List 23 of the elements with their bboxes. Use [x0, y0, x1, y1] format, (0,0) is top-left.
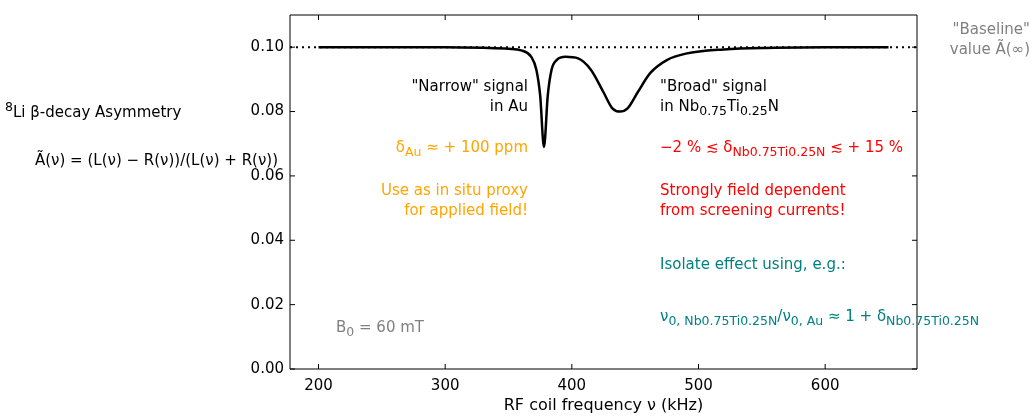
x-tick-label: 500 [684, 375, 713, 394]
y-tick-label: 0.08 [250, 101, 284, 120]
y-tick-label: 0.10 [250, 37, 284, 56]
text: Ã(ν) = (L(ν) − R(ν))/(L(ν) + R(ν)) [35, 150, 278, 169]
x-axis-title: RF coil frequency ν (kHz) [502, 395, 705, 415]
annotation: Use as in situ proxy for applied field! [381, 180, 528, 220]
ref-line-label: "Baseline" value Ã(∞) [948, 19, 1030, 60]
annotation: δ$_{Au}$ ≈ + 100 ppm [395, 137, 528, 161]
annotation: −2 % ≲ δ$_{Nb0.75Ti0.25N}$ ≲ + 15 % [660, 137, 904, 161]
y-tick-label: 0.00 [250, 358, 284, 377]
x-tick-label: 300 [430, 375, 460, 394]
x-tick-label: 600 [810, 375, 840, 394]
annotation: ν$_{0, Nb0.75Ti0.25N}$/ν$_{0, Au}$ ≈ 1 + δ$_{Nb0.75Ti0.25N}$ [660, 306, 980, 330]
y-tick-label: 0.04 [250, 230, 284, 249]
x-tick-label: 400 [557, 375, 587, 394]
annotation: B$_{0}$ = 60 mT [336, 317, 424, 341]
x-tick-label: 200 [304, 375, 333, 394]
annotation: Isolate effect using, e.g.: [660, 254, 846, 274]
y-tick-label: 0.02 [250, 294, 284, 313]
annotation: "Narrow" signal in Au [411, 76, 528, 116]
annotation: Strongly field dependent from screening currents! [660, 180, 846, 220]
annotation: "Broad" signal in Nb$_{0.75}$Ti$_{0.25}$N [660, 76, 779, 120]
y-axis-title: $^{8}$Li β-decay Asymmetry [5, 98, 182, 122]
